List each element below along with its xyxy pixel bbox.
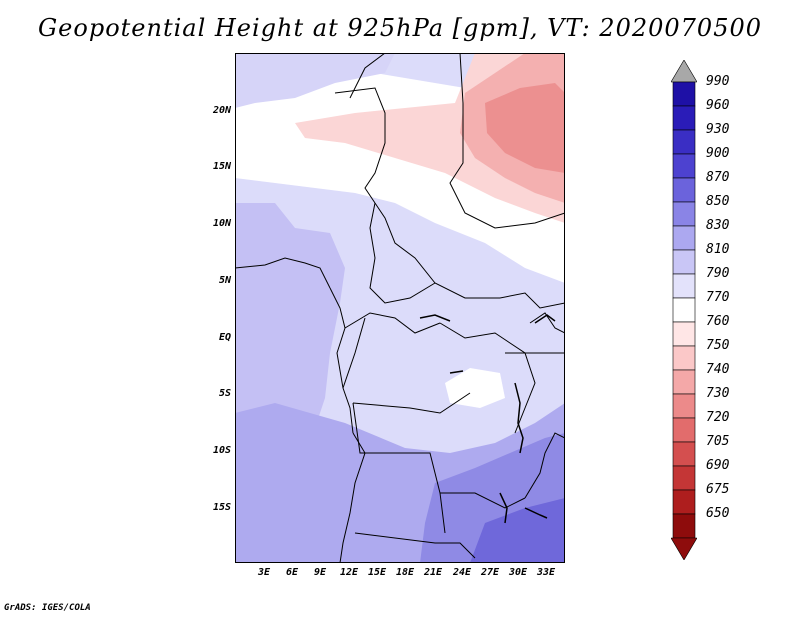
colorbar-level-label: 650	[706, 506, 730, 521]
lon-label-27e: 27E	[480, 567, 500, 578]
lon-label-30e: 30E	[508, 567, 528, 578]
field-interior-white	[445, 368, 505, 408]
field-northwest-purple	[235, 53, 395, 108]
colorbar-level-label: 900	[706, 146, 730, 161]
colorbar-cell	[672, 105, 696, 131]
colorbar-cell	[672, 201, 696, 227]
colorbar-cell	[672, 297, 696, 323]
colorbar-cell	[672, 177, 696, 203]
colorbar-level-label: 830	[706, 218, 730, 233]
lat-label-5s: 5S	[218, 388, 231, 399]
colorbar-cell	[672, 393, 696, 419]
field-southeast-darker	[470, 498, 565, 563]
lon-label-18e: 18E	[395, 567, 415, 578]
colorbar-level-label: 930	[706, 122, 730, 137]
lat-label-10s: 10S	[212, 445, 231, 456]
colorbar-cell	[672, 465, 696, 491]
colorbar-cell	[672, 321, 696, 347]
chart-title: Geopotential Height at 925hPa [gpm], VT:…	[38, 14, 762, 42]
colorbar-level-label: 850	[706, 194, 730, 209]
colorbar-cell	[672, 489, 696, 515]
colorbar-level-label: 760	[706, 314, 730, 329]
lat-label-10n: 10N	[212, 218, 231, 229]
colorbar-level-label: 740	[706, 362, 730, 377]
colorbar-cell	[672, 369, 696, 395]
colorbar-level-label: 770	[706, 290, 730, 305]
colorbar-cell	[672, 273, 696, 299]
colorbar-level-label: 870	[706, 170, 730, 185]
colorbar-top-arrow	[671, 60, 697, 83]
colorbar-level-label: 690	[706, 458, 730, 473]
colorbar-level-label: 720	[706, 410, 730, 425]
colorbar-level-label: 675	[706, 482, 730, 497]
footer-credit: GrADS: IGES/COLA	[4, 603, 91, 613]
colorbar-level-label: 960	[706, 98, 730, 113]
colorbar-cell	[672, 153, 696, 179]
lon-label-21e: 21E	[423, 567, 443, 578]
lon-label-6e: 6E	[285, 567, 299, 578]
colorbar-bottom-arrow	[671, 537, 697, 560]
colorbar-cell	[672, 441, 696, 467]
lat-label-5n: 5N	[218, 275, 231, 286]
colorbar-level-label: 730	[706, 386, 730, 401]
colorbar-level-label: 810	[706, 242, 730, 257]
colorbar-cell	[672, 129, 696, 155]
lon-label-3e: 3E	[257, 567, 271, 578]
map-panel	[235, 53, 565, 563]
lat-label-15s: 15S	[212, 502, 231, 513]
colorbar-level-label: 790	[706, 266, 730, 281]
lat-label-15n: 15N	[212, 161, 231, 172]
colorbar-cells	[671, 60, 697, 560]
colorbar-level-label: 705	[706, 434, 730, 449]
geopotential-field	[235, 53, 565, 563]
lakes	[419, 314, 556, 524]
colorbar-cell	[672, 417, 696, 443]
lon-label-33e: 33E	[536, 567, 556, 578]
colorbar-cell	[672, 345, 696, 371]
lon-label-15e: 15E	[367, 567, 387, 578]
country-borders	[235, 53, 565, 563]
field-pink-dark	[485, 83, 565, 173]
colorbar-cell	[672, 249, 696, 275]
colorbar-level-label: 990	[706, 74, 730, 89]
colorbar-cell	[672, 81, 696, 107]
lon-label-24e: 24E	[452, 567, 472, 578]
colorbar-cell	[672, 225, 696, 251]
lat-label-20n: 20N	[212, 105, 231, 116]
colorbar	[671, 60, 697, 560]
lat-label-eq: EQ	[218, 332, 231, 343]
lon-label-12e: 12E	[339, 567, 359, 578]
colorbar-cell	[672, 513, 696, 539]
lon-label-9e: 9E	[313, 567, 327, 578]
colorbar-level-label: 750	[706, 338, 730, 353]
